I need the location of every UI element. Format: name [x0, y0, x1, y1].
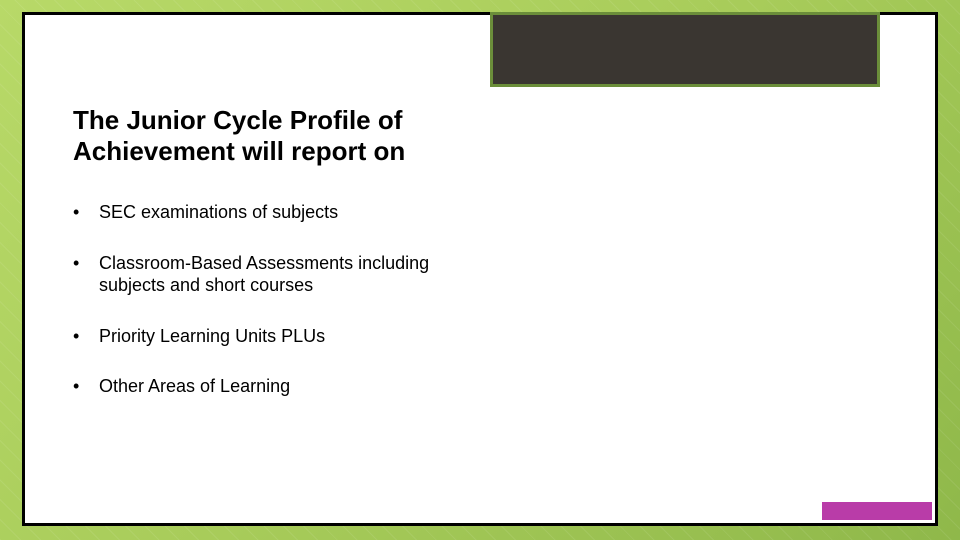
bullet-text: Priority Learning Units PLUs	[99, 325, 493, 348]
bullet-icon: •	[73, 325, 99, 348]
bullet-text: SEC examinations of subjects	[99, 201, 493, 224]
bullet-icon: •	[73, 252, 99, 275]
accent-box	[490, 12, 880, 87]
slide-title: The Junior Cycle Profile of Achievement …	[73, 105, 493, 167]
bullet-list: • SEC examinations of subjects • Classro…	[73, 201, 493, 398]
footer-accent-bar	[822, 502, 932, 520]
list-item: • SEC examinations of subjects	[73, 201, 493, 224]
list-item: • Classroom-Based Assessments including …	[73, 252, 493, 297]
list-item: • Other Areas of Learning	[73, 375, 493, 398]
bullet-text: Classroom-Based Assessments including su…	[99, 252, 493, 297]
slide-frame: The Junior Cycle Profile of Achievement …	[22, 12, 938, 526]
list-item: • Priority Learning Units PLUs	[73, 325, 493, 348]
bullet-icon: •	[73, 375, 99, 398]
slide-content: The Junior Cycle Profile of Achievement …	[73, 105, 493, 426]
bullet-text: Other Areas of Learning	[99, 375, 493, 398]
bullet-icon: •	[73, 201, 99, 224]
